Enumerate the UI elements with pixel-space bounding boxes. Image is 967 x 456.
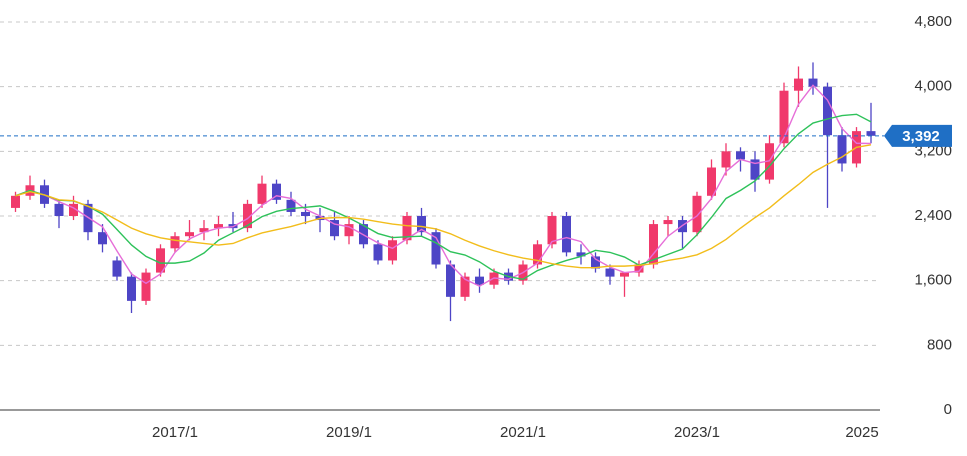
- candle-body: [431, 232, 441, 265]
- candle-body: [243, 203, 252, 229]
- x-tick-label: 2023/1: [674, 424, 720, 441]
- price-label: 3,392: [902, 128, 940, 145]
- x-tick-label: 2025: [845, 424, 878, 441]
- candle-body: [649, 224, 658, 265]
- candle-body: [634, 264, 644, 273]
- moving-average-line: [15, 144, 872, 269]
- candle-body: [98, 232, 107, 245]
- candle-body: [779, 90, 789, 144]
- candle-body: [547, 216, 557, 245]
- candle-body: [272, 183, 281, 200]
- candle-body: [112, 260, 122, 277]
- candle-body: [475, 276, 484, 285]
- candle-body: [170, 236, 180, 249]
- candle-body: [214, 224, 223, 229]
- y-tick-label: 800: [927, 336, 952, 353]
- candle-body: [692, 195, 702, 233]
- candle-body: [576, 252, 586, 257]
- candle-body: [721, 151, 731, 168]
- candle-body: [54, 203, 64, 216]
- candle-body: [823, 86, 832, 136]
- candle-body: [736, 151, 745, 160]
- candle-body: [750, 159, 760, 180]
- y-tick-label: 2,400: [914, 207, 952, 224]
- candle-body: [605, 268, 615, 277]
- candle-body: [330, 220, 339, 237]
- candle-body: [388, 240, 397, 261]
- candle-body: [301, 211, 310, 216]
- candle-body: [794, 78, 803, 91]
- candle-body: [446, 264, 455, 297]
- candle-body: [562, 216, 571, 253]
- candle-body: [402, 216, 412, 241]
- y-tick-label: 0: [944, 401, 952, 418]
- candle-body: [866, 131, 876, 136]
- candle-body: [460, 276, 470, 297]
- y-tick-label: 4,800: [914, 13, 952, 30]
- candle-body: [808, 78, 818, 87]
- candle-body: [185, 232, 194, 237]
- candle-body: [837, 135, 847, 164]
- candle-body: [141, 272, 151, 301]
- y-tick-label: 4,000: [914, 78, 952, 95]
- x-tick-label: 2019/1: [326, 424, 372, 441]
- candle-body: [620, 272, 629, 277]
- x-tick-label: 2017/1: [152, 424, 198, 441]
- moving-average-line: [15, 84, 872, 287]
- candle-body: [127, 276, 136, 301]
- candle-body: [286, 199, 296, 212]
- moving-average-line: [15, 113, 872, 281]
- candle-body: [257, 183, 267, 204]
- candle-body: [373, 244, 383, 261]
- candle-body: [199, 228, 209, 233]
- y-tick-label: 1,600: [914, 272, 952, 289]
- candle-body: [11, 195, 20, 208]
- x-tick-label: 2021/1: [500, 424, 546, 441]
- candle-body: [417, 216, 426, 233]
- candle-body: [591, 256, 600, 269]
- candle-body: [707, 167, 716, 196]
- candle-body: [533, 244, 542, 265]
- candle-body: [69, 203, 78, 216]
- price-tag: [884, 124, 952, 147]
- candle-body: [156, 248, 165, 273]
- candle-body: [344, 224, 354, 237]
- candle-body: [663, 220, 673, 225]
